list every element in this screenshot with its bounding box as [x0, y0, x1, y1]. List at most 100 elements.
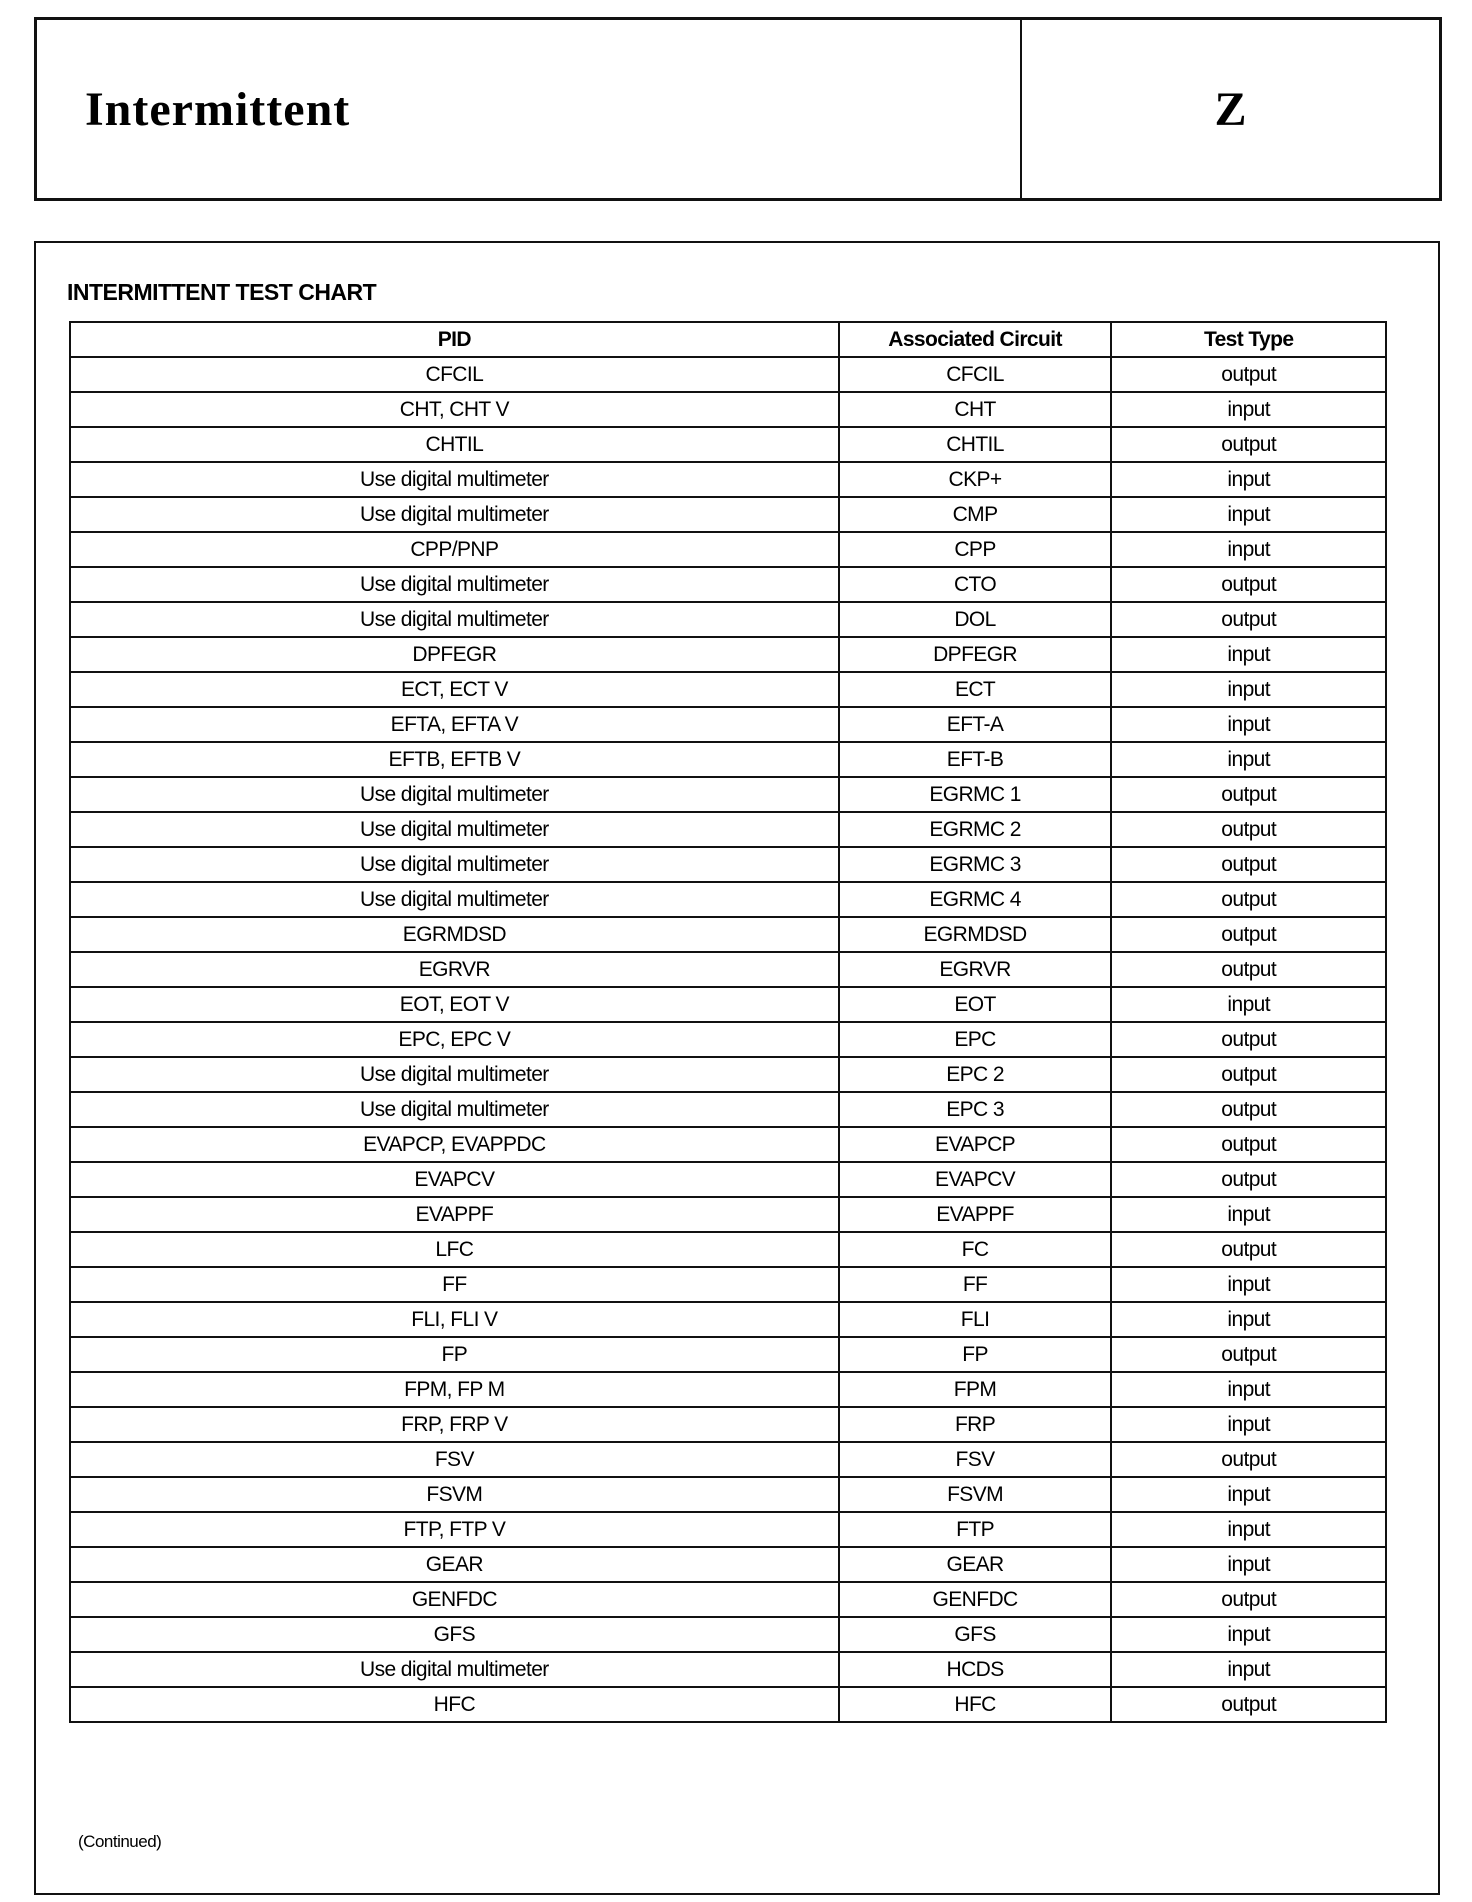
test-type-cell: output: [1110, 881, 1387, 918]
test-type-cell: input: [1110, 636, 1387, 673]
pid-cell: FRP, FRP V: [69, 1406, 840, 1443]
pid-cell: FP: [69, 1336, 840, 1373]
test-type-cell: output: [1110, 951, 1387, 988]
associated-circuit-cell: GENFDC: [837, 1581, 1113, 1618]
test-type-cell: output: [1110, 1581, 1387, 1618]
associated-circuit-cell: EGRMDSD: [837, 916, 1113, 953]
associated-circuit-cell: CPP: [837, 531, 1113, 568]
pid-cell: FLI, FLI V: [69, 1301, 840, 1338]
test-type-cell: output: [1110, 1091, 1387, 1128]
pid-cell: GFS: [69, 1616, 840, 1653]
table-row: DPFEGR DPFEGR input: [69, 636, 1387, 673]
pid-cell: EPC, EPC V: [69, 1021, 840, 1058]
associated-circuit-cell: EGRMC 4: [837, 881, 1113, 918]
table-row: LFC FC output: [69, 1231, 1387, 1268]
test-type-cell: output: [1110, 1686, 1387, 1723]
test-type-cell: output: [1110, 566, 1387, 603]
column-header-test-type: Test Type: [1110, 321, 1387, 358]
table-row: GFS GFS input: [69, 1616, 1387, 1653]
test-type-cell: input: [1110, 1651, 1387, 1688]
table-row: GENFDC GENFDC output: [69, 1581, 1387, 1618]
pid-cell: Use digital multimeter: [69, 566, 840, 603]
test-type-cell: output: [1110, 356, 1387, 393]
test-type-cell: output: [1110, 426, 1387, 463]
associated-circuit-cell: HFC: [837, 1686, 1113, 1723]
associated-circuit-cell: EFT-B: [837, 741, 1113, 778]
test-type-cell: output: [1110, 1161, 1387, 1198]
associated-circuit-cell: FTP: [837, 1511, 1113, 1548]
table-row: Use digital multimeter CKP+ input: [69, 461, 1387, 498]
pid-cell: FTP, FTP V: [69, 1511, 840, 1548]
test-type-cell: output: [1110, 811, 1387, 848]
column-header-associated-circuit: Associated Circuit: [837, 321, 1113, 358]
pid-cell: DPFEGR: [69, 636, 840, 673]
test-type-cell: output: [1110, 916, 1387, 953]
table-row: FPM, FP M FPM input: [69, 1371, 1387, 1408]
associated-circuit-cell: CMP: [837, 496, 1113, 533]
table-row: EVAPPF EVAPPF input: [69, 1196, 1387, 1233]
associated-circuit-cell: EGRVR: [837, 951, 1113, 988]
associated-circuit-cell: EGRMC 3: [837, 846, 1113, 883]
table-row: Use digital multimeter EGRMC 3 output: [69, 846, 1387, 883]
pid-cell: EVAPCP, EVAPPDC: [69, 1126, 840, 1163]
table-row: EFTB, EFTB V EFT-B input: [69, 741, 1387, 778]
table-row: Use digital multimeter EPC 2 output: [69, 1056, 1387, 1093]
table-row: EOT, EOT V EOT input: [69, 986, 1387, 1023]
associated-circuit-cell: ECT: [837, 671, 1113, 708]
test-type-cell: input: [1110, 1511, 1387, 1548]
table-row: Use digital multimeter CMP input: [69, 496, 1387, 533]
associated-circuit-cell: GFS: [837, 1616, 1113, 1653]
pid-cell: Use digital multimeter: [69, 811, 840, 848]
table-row: FTP, FTP V FTP input: [69, 1511, 1387, 1548]
table-row: CFCIL CFCIL output: [69, 356, 1387, 393]
test-type-cell: input: [1110, 1406, 1387, 1443]
table-header-row: PID Associated Circuit Test Type: [69, 321, 1387, 358]
chart-title: INTERMITTENT TEST CHART: [67, 279, 377, 305]
pid-cell: Use digital multimeter: [69, 601, 840, 638]
test-type-cell: input: [1110, 1476, 1387, 1513]
test-type-cell: input: [1110, 1196, 1387, 1233]
test-type-cell: input: [1110, 461, 1387, 498]
pid-cell: Use digital multimeter: [69, 776, 840, 813]
table-row: EVAPCP, EVAPPDC EVAPCP output: [69, 1126, 1387, 1163]
associated-circuit-cell: CKP+: [837, 461, 1113, 498]
associated-circuit-cell: FF: [837, 1266, 1113, 1303]
table-row: EPC, EPC V EPC output: [69, 1021, 1387, 1058]
table-row: CHT, CHT V CHT input: [69, 391, 1387, 428]
pid-cell: EGRMDSD: [69, 916, 840, 953]
table-row: Use digital multimeter EGRMC 4 output: [69, 881, 1387, 918]
associated-circuit-cell: EPC 3: [837, 1091, 1113, 1128]
test-type-cell: output: [1110, 1021, 1387, 1058]
associated-circuit-cell: EVAPCV: [837, 1161, 1113, 1198]
pid-cell: CPP/PNP: [69, 531, 840, 568]
test-type-cell: input: [1110, 531, 1387, 568]
pid-cell: Use digital multimeter: [69, 496, 840, 533]
table-row: HFC HFC output: [69, 1686, 1387, 1723]
associated-circuit-cell: EPC: [837, 1021, 1113, 1058]
associated-circuit-cell: FP: [837, 1336, 1113, 1373]
associated-circuit-cell: EVAPPF: [837, 1196, 1113, 1233]
associated-circuit-cell: EVAPCP: [837, 1126, 1113, 1163]
test-type-cell: output: [1110, 776, 1387, 813]
pid-cell: FF: [69, 1266, 840, 1303]
associated-circuit-cell: EGRMC 1: [837, 776, 1113, 813]
test-type-cell: input: [1110, 986, 1387, 1023]
associated-circuit-cell: EOT: [837, 986, 1113, 1023]
pid-cell: EFTA, EFTA V: [69, 706, 840, 743]
test-type-cell: output: [1110, 846, 1387, 883]
table-row: ECT, ECT V ECT input: [69, 671, 1387, 708]
table-row: GEAR GEAR input: [69, 1546, 1387, 1583]
pid-cell: GEAR: [69, 1546, 840, 1583]
pid-cell: FSVM: [69, 1476, 840, 1513]
table-row: Use digital multimeter EGRMC 1 output: [69, 776, 1387, 813]
section-letter: Z: [1214, 83, 1247, 136]
table-row: CPP/PNP CPP input: [69, 531, 1387, 568]
pid-cell: EVAPPF: [69, 1196, 840, 1233]
table-row: FLI, FLI V FLI input: [69, 1301, 1387, 1338]
table-row: EGRVR EGRVR output: [69, 951, 1387, 988]
continued-note: (Continued): [78, 1832, 162, 1851]
test-type-cell: output: [1110, 1231, 1387, 1268]
test-type-cell: output: [1110, 1126, 1387, 1163]
associated-circuit-cell: CHTIL: [837, 426, 1113, 463]
pid-cell: HFC: [69, 1686, 840, 1723]
